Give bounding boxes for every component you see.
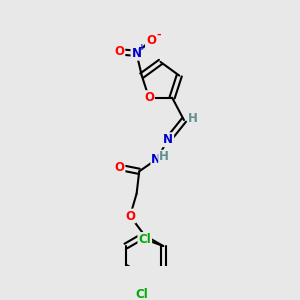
- Text: O: O: [144, 91, 154, 104]
- Text: H: H: [159, 150, 169, 164]
- Text: Cl: Cl: [136, 288, 148, 300]
- Text: -: -: [156, 29, 160, 39]
- Text: +: +: [139, 43, 146, 52]
- Text: H: H: [188, 112, 198, 125]
- Text: O: O: [115, 161, 124, 174]
- Text: O: O: [114, 45, 124, 58]
- Text: Cl: Cl: [138, 233, 151, 246]
- Text: O: O: [125, 209, 135, 223]
- Text: N: N: [163, 133, 173, 146]
- Text: N: N: [131, 47, 142, 60]
- Text: O: O: [146, 34, 156, 46]
- Text: N: N: [151, 153, 161, 166]
